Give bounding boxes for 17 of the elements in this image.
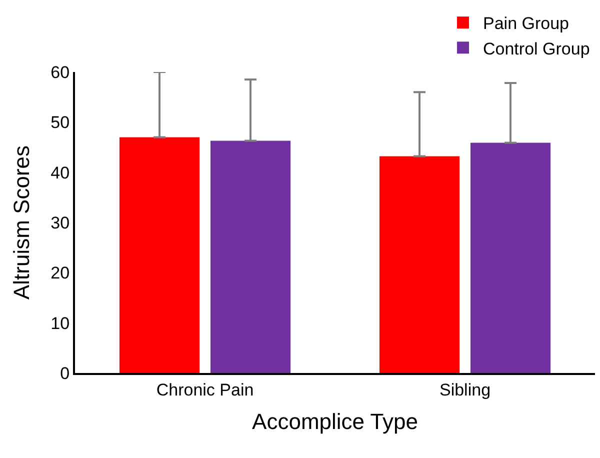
y-tick-label: 10	[50, 314, 70, 333]
legend-label: Pain Group	[483, 14, 569, 34]
x-tick-label: Sibling	[439, 380, 491, 400]
y-tick-label: 20	[50, 264, 70, 283]
bar	[210, 140, 291, 373]
y-tick-label: 40	[50, 163, 70, 182]
bar	[119, 137, 200, 373]
y-tick-label: 30	[50, 213, 70, 232]
y-tick-label: 60	[50, 62, 70, 82]
bar	[470, 142, 551, 373]
x-tick-label: Chronic Pain	[156, 380, 254, 400]
y-axis-title: Altruism Scores	[8, 145, 34, 300]
y-tick-label: 50	[50, 113, 70, 132]
y-tick-label: 0	[60, 364, 70, 383]
legend-label: Control Group	[483, 39, 590, 58]
bar	[379, 156, 460, 373]
x-axis-title: Accomplice Type	[252, 408, 418, 434]
